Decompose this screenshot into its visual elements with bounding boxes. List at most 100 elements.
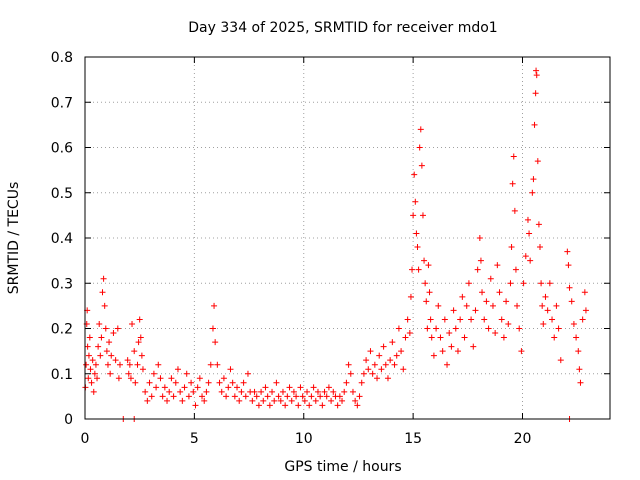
data-point bbox=[419, 212, 426, 219]
data-point bbox=[168, 375, 175, 382]
data-point bbox=[95, 343, 102, 350]
data-point bbox=[102, 325, 109, 332]
data-point bbox=[144, 397, 151, 404]
data-point bbox=[498, 316, 505, 323]
data-point bbox=[328, 397, 335, 404]
data-point bbox=[87, 366, 94, 373]
data-point bbox=[406, 330, 413, 337]
data-point bbox=[214, 361, 221, 368]
data-point bbox=[520, 280, 527, 287]
data-point bbox=[181, 384, 188, 391]
data-point bbox=[209, 325, 216, 332]
data-point bbox=[236, 397, 243, 404]
data-point bbox=[503, 298, 510, 305]
data-point bbox=[260, 397, 267, 404]
data-point bbox=[494, 262, 501, 269]
data-point bbox=[407, 293, 414, 300]
data-point bbox=[85, 352, 92, 359]
x-tick-labels: 0 5 10 15 20 bbox=[81, 431, 532, 447]
data-point bbox=[104, 361, 111, 368]
data-point bbox=[345, 361, 352, 368]
data-point bbox=[542, 293, 549, 300]
data-point bbox=[549, 316, 556, 323]
data-point bbox=[325, 384, 332, 391]
data-points bbox=[82, 67, 589, 422]
data-point bbox=[414, 244, 421, 251]
y-tick-label: 0 bbox=[64, 412, 73, 428]
data-point bbox=[354, 402, 361, 409]
data-point bbox=[138, 352, 145, 359]
data-point bbox=[430, 352, 437, 359]
data-point bbox=[516, 325, 523, 332]
data-point bbox=[124, 357, 131, 364]
data-point bbox=[422, 280, 429, 287]
data-point bbox=[573, 334, 580, 341]
data-point bbox=[90, 388, 97, 395]
y-tick-label: 0.4 bbox=[51, 231, 73, 247]
data-point bbox=[492, 330, 499, 337]
data-point bbox=[249, 397, 256, 404]
data-point bbox=[244, 370, 251, 377]
y-tick-label: 0.1 bbox=[51, 367, 73, 383]
data-point bbox=[83, 361, 90, 368]
data-point bbox=[389, 339, 396, 346]
data-point bbox=[86, 334, 93, 341]
data-point bbox=[421, 257, 428, 264]
data-point bbox=[524, 216, 531, 223]
data-point bbox=[465, 280, 472, 287]
x-tick-label: 5 bbox=[190, 431, 199, 447]
data-point bbox=[425, 262, 432, 269]
y-tick-labels: 0 0.1 0.2 0.3 0.4 0.5 0.6 0.7 0.8 bbox=[51, 50, 73, 428]
data-point bbox=[103, 348, 110, 355]
data-point bbox=[426, 289, 433, 296]
data-point bbox=[575, 348, 582, 355]
data-point bbox=[220, 375, 227, 382]
data-point bbox=[137, 334, 144, 341]
data-point bbox=[94, 375, 101, 382]
data-point bbox=[310, 384, 317, 391]
data-point bbox=[288, 397, 295, 404]
data-point bbox=[483, 298, 490, 305]
data-point bbox=[512, 266, 519, 273]
x-axis-label: GPS time / hours bbox=[284, 459, 401, 475]
data-point bbox=[172, 379, 179, 386]
data-point bbox=[341, 388, 348, 395]
data-point bbox=[321, 388, 328, 395]
data-point bbox=[448, 343, 455, 350]
data-point bbox=[84, 343, 91, 350]
data-point bbox=[360, 370, 367, 377]
data-point bbox=[566, 284, 573, 291]
data-point bbox=[334, 402, 341, 409]
chart-title: Day 334 of 2025, SRMTID for receiver mdo… bbox=[188, 20, 497, 36]
data-point bbox=[108, 352, 115, 359]
data-point bbox=[476, 235, 483, 241]
data-point bbox=[112, 357, 119, 364]
data-point bbox=[376, 352, 383, 359]
data-point bbox=[518, 348, 525, 355]
data-point bbox=[258, 388, 265, 395]
data-point bbox=[106, 339, 113, 346]
data-point bbox=[279, 388, 286, 395]
x-tick-label: 15 bbox=[404, 431, 422, 447]
data-point bbox=[424, 325, 431, 332]
data-point bbox=[527, 257, 534, 264]
data-point bbox=[553, 302, 560, 309]
data-point bbox=[85, 375, 92, 382]
data-point bbox=[534, 158, 541, 165]
data-point bbox=[459, 293, 466, 300]
data-point bbox=[170, 393, 177, 400]
data-point bbox=[564, 248, 571, 255]
data-point bbox=[205, 379, 212, 386]
data-point bbox=[185, 393, 192, 400]
y-tick-label: 0.6 bbox=[51, 141, 73, 157]
data-point bbox=[532, 90, 539, 97]
data-point bbox=[216, 379, 223, 386]
data-point bbox=[225, 384, 232, 391]
x-tick-label: 0 bbox=[81, 431, 90, 447]
data-point bbox=[127, 375, 134, 382]
data-point bbox=[114, 325, 121, 332]
data-point bbox=[349, 388, 356, 395]
data-point bbox=[433, 325, 440, 332]
data-point bbox=[88, 379, 95, 386]
data-point bbox=[319, 402, 326, 409]
